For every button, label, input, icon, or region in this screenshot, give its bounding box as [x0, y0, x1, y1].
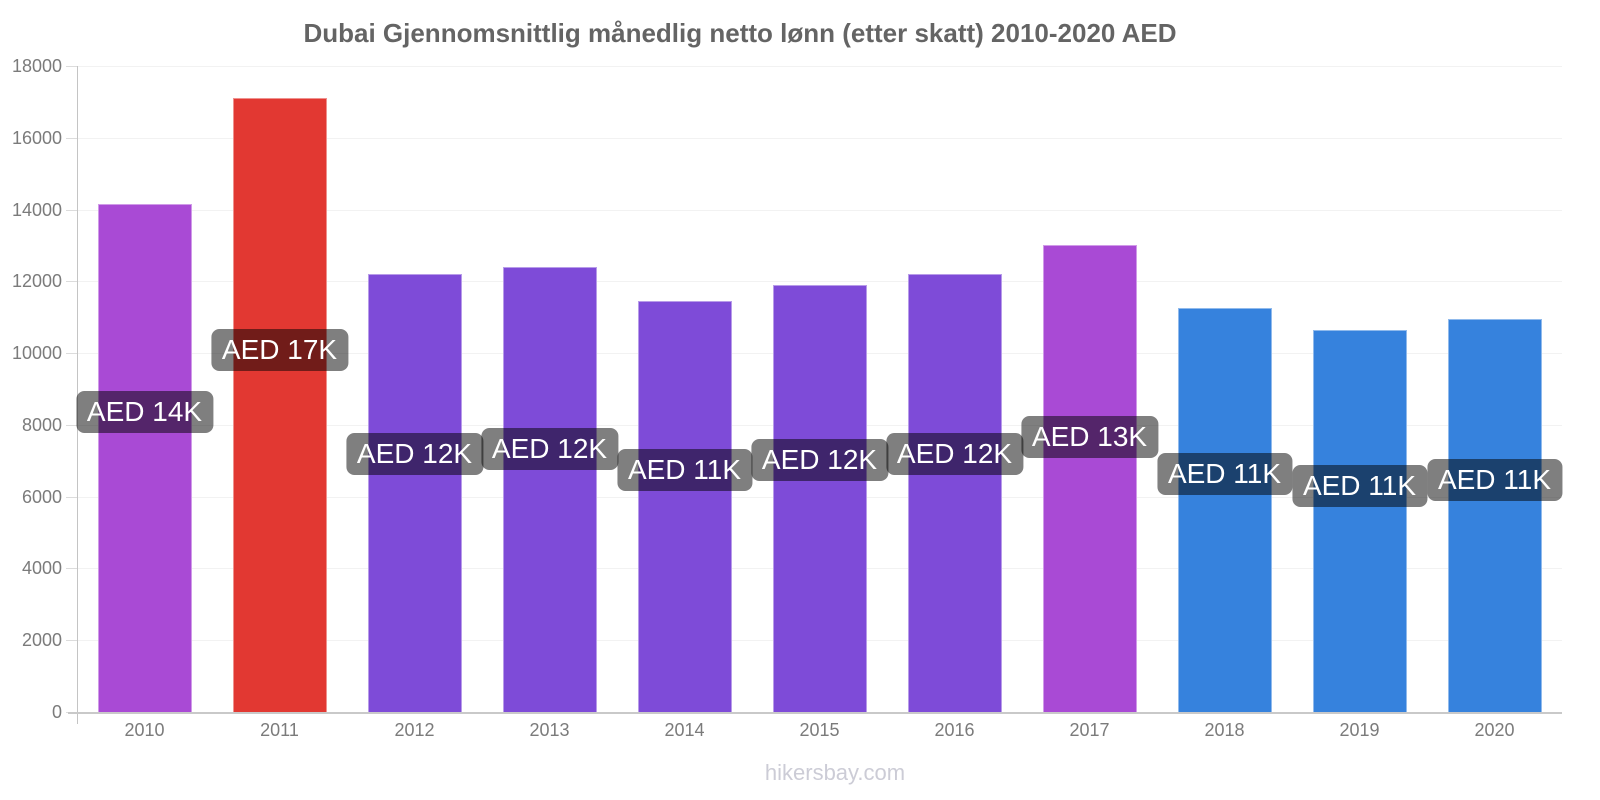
x-axis-label: 2012	[394, 720, 435, 740]
bar-value-label: AED 12K	[480, 428, 619, 471]
x-axis-label: 2010	[124, 720, 165, 740]
y-axis-tick-label: 16000	[11, 127, 62, 148]
bar-2015[interactable]	[772, 284, 867, 712]
gridline	[77, 66, 1562, 67]
y-axis-tick-label: 10000	[11, 343, 62, 364]
bar-2016[interactable]	[907, 274, 1002, 712]
bar-value-label: AED 12K	[885, 432, 1024, 475]
gridline	[77, 137, 1562, 139]
bar-2011[interactable]	[232, 98, 327, 712]
y-axis-tick	[66, 66, 77, 67]
x-axis-label: 2014	[664, 720, 705, 740]
bar-2019[interactable]	[1312, 329, 1407, 712]
y-axis-tick-label: 2000	[21, 630, 62, 651]
y-axis-tick-label: 12000	[11, 271, 62, 292]
chart-title: Dubai Gjennomsnittlig månedlig netto løn…	[303, 18, 1177, 48]
bar-value-label: AED 11K	[1426, 459, 1563, 502]
footer-watermark: hikersbay.com	[764, 760, 906, 785]
x-axis-label: 2019	[1339, 720, 1380, 740]
y-axis-tick	[66, 137, 77, 139]
bar-2018[interactable]	[1177, 308, 1272, 712]
gridline	[77, 209, 1562, 211]
bar-value-label: AED 12K	[750, 439, 889, 482]
x-axis-label: 2015	[799, 720, 840, 740]
bar-value-label: AED 11K	[1291, 465, 1428, 508]
bar-value-label: AED 13K	[1020, 415, 1159, 458]
y-axis-tick	[66, 353, 77, 355]
y-axis-tick-label: 6000	[21, 486, 62, 507]
bar-2012[interactable]	[367, 274, 462, 712]
x-axis-label: 2016	[934, 720, 975, 740]
bar-value-label: AED 17K	[210, 328, 349, 371]
bar-2017[interactable]	[1042, 245, 1137, 712]
x-axis-label: 2013	[529, 720, 570, 740]
bar-value-label: AED 12K	[345, 432, 484, 475]
x-axis-label: 2017	[1069, 720, 1110, 740]
gridline	[77, 281, 1562, 283]
y-axis-tick	[66, 281, 77, 283]
y-axis-tick	[66, 424, 77, 426]
bar-value-label: AED 14K	[75, 391, 214, 434]
y-axis-tick-label: 8000	[21, 414, 62, 435]
bar-2020[interactable]	[1447, 319, 1542, 712]
y-axis-tick	[66, 209, 77, 211]
bar-2014[interactable]	[637, 301, 732, 712]
x-axis-label: 2020	[1474, 720, 1515, 740]
bar-2010[interactable]	[97, 204, 192, 712]
x-axis-line	[68, 712, 1562, 714]
y-axis-tick	[66, 640, 77, 642]
bar-2013[interactable]	[502, 266, 597, 712]
y-axis-tick	[66, 496, 77, 498]
bar-value-label: AED 11K	[616, 448, 753, 491]
y-axis-tick-label: 4000	[21, 558, 62, 579]
y-axis-tick-label: 14000	[11, 199, 62, 220]
y-axis-tick	[66, 568, 77, 570]
y-axis-tick-label: 0	[51, 702, 62, 722]
x-axis-label: 2018	[1204, 720, 1245, 740]
x-axis-label: 2011	[260, 720, 299, 740]
bar-value-label: AED 11K	[1156, 452, 1293, 495]
y-axis-tick-label: 18000	[11, 56, 62, 76]
